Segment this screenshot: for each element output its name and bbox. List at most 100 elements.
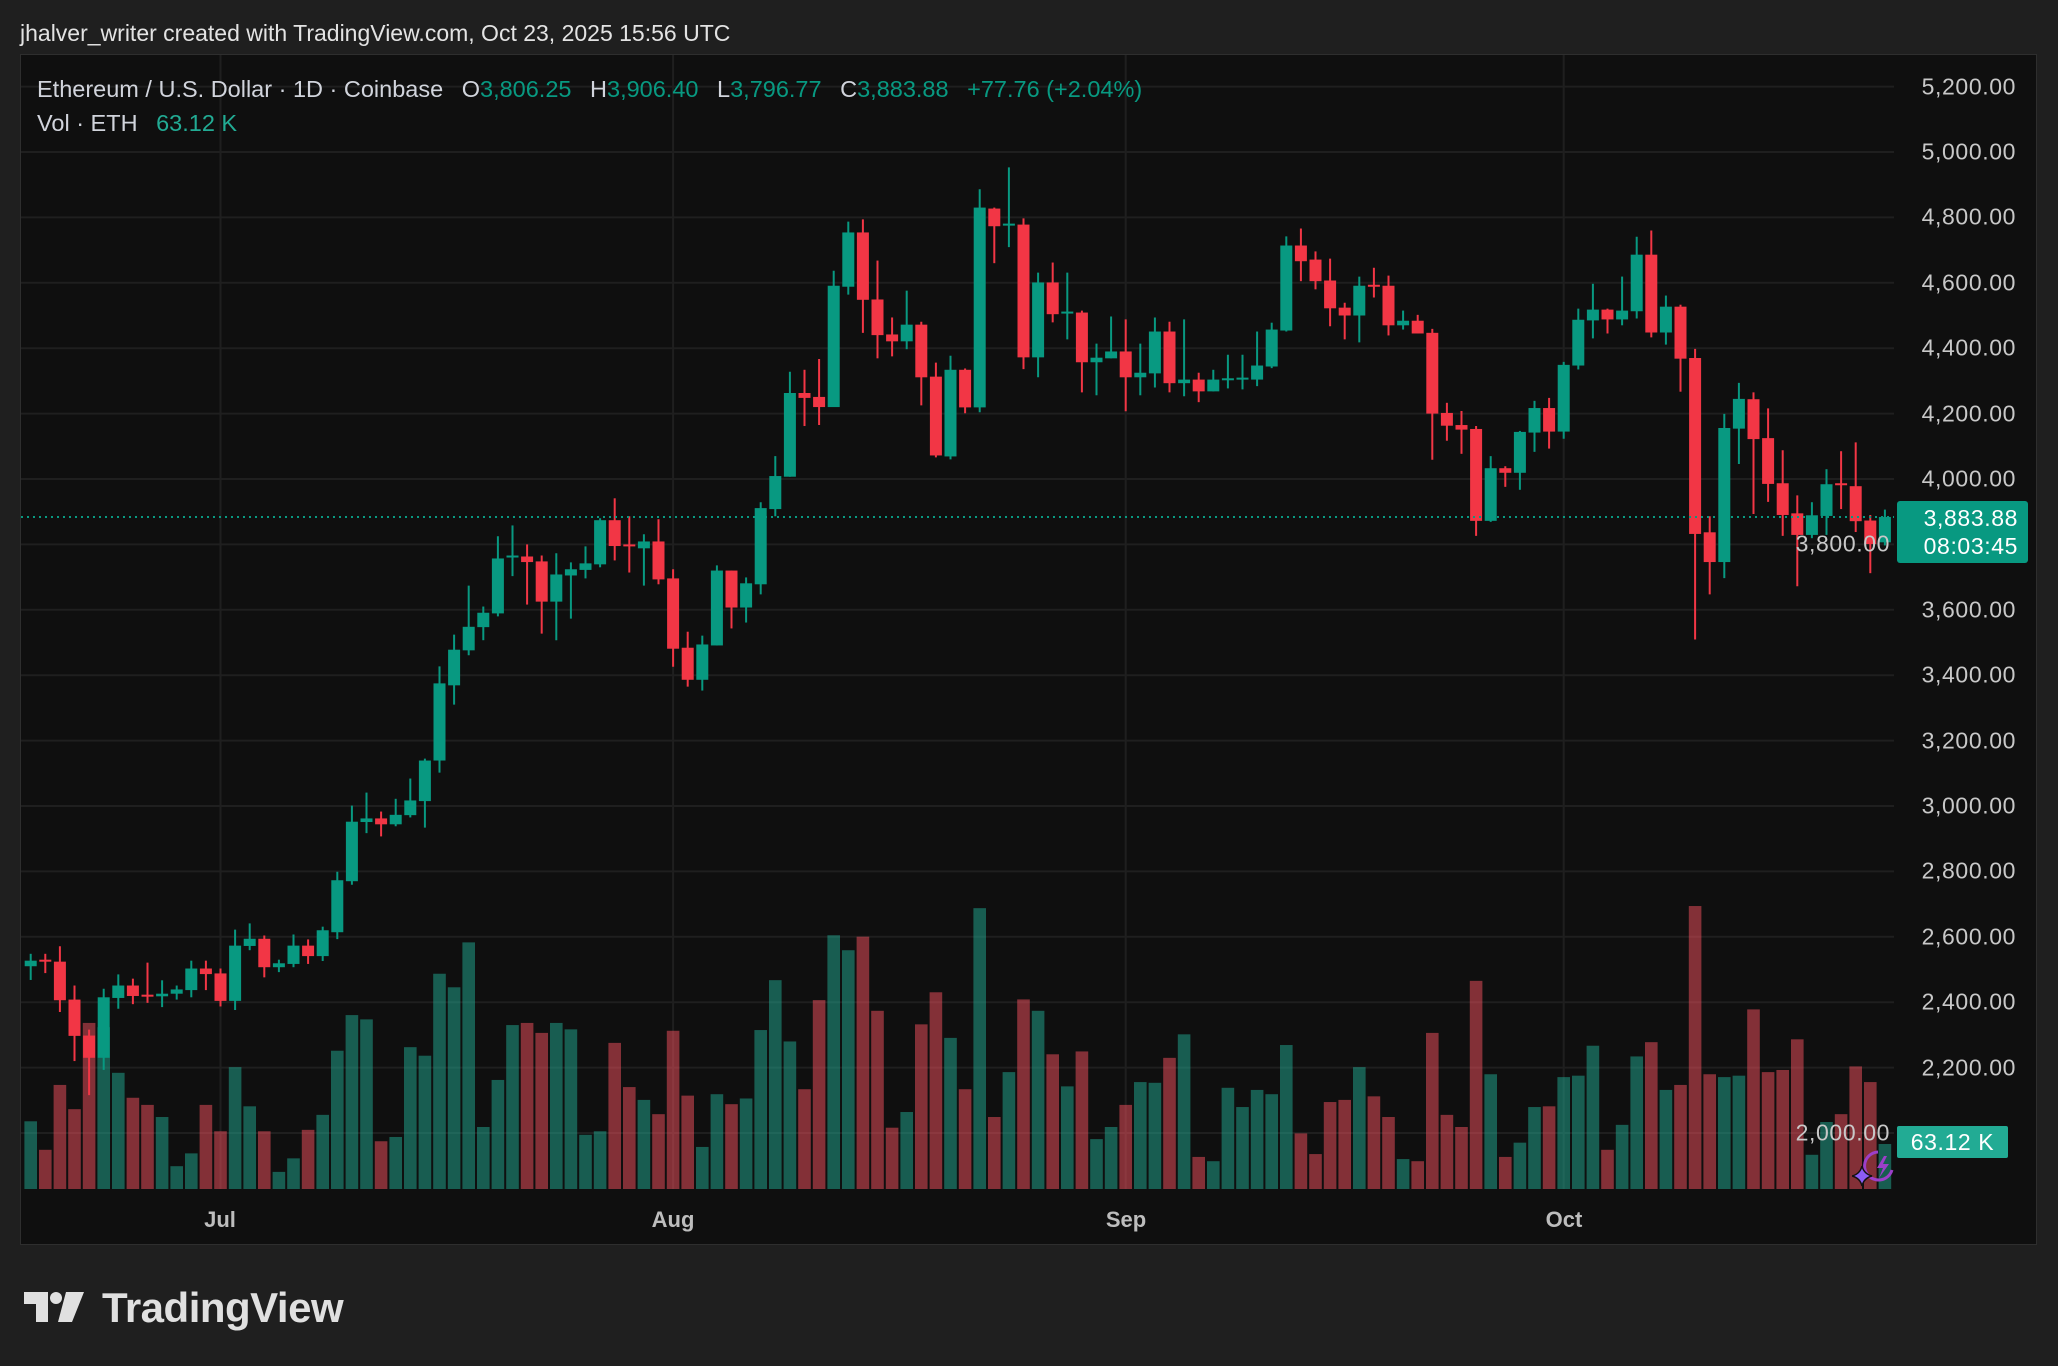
volume-bar bbox=[1177, 1034, 1191, 1189]
volume-bar bbox=[126, 1097, 140, 1189]
candle-body bbox=[214, 973, 227, 1001]
volume-bar bbox=[1484, 1074, 1497, 1189]
candle-body bbox=[126, 985, 139, 996]
volume-bar bbox=[243, 1106, 256, 1189]
candle-body bbox=[1411, 320, 1424, 334]
volume-bar bbox=[1761, 1072, 1775, 1189]
candle-body bbox=[1455, 425, 1468, 430]
volume-bar bbox=[360, 1019, 373, 1189]
volume-bar bbox=[681, 1095, 694, 1189]
candle-body bbox=[1659, 306, 1672, 333]
volume-bar bbox=[783, 1041, 797, 1189]
candle-body bbox=[1265, 329, 1278, 367]
candle-body bbox=[229, 945, 242, 1001]
candle-body bbox=[1017, 224, 1030, 358]
candle-body bbox=[448, 649, 461, 686]
candle-body bbox=[506, 555, 519, 558]
volume-bar bbox=[1236, 1107, 1249, 1189]
volume-bar bbox=[1601, 1149, 1614, 1189]
candle-body bbox=[988, 208, 1001, 227]
volume-bar bbox=[1499, 1156, 1512, 1189]
candle-body bbox=[1324, 280, 1337, 309]
logo-wordmark: TradingView bbox=[102, 1284, 344, 1331]
volume-bar bbox=[345, 1015, 359, 1189]
volume-bar bbox=[1265, 1094, 1278, 1189]
candle-body bbox=[798, 392, 811, 398]
candle-body bbox=[1849, 486, 1862, 522]
candle-body bbox=[1470, 428, 1483, 521]
candle-body bbox=[1572, 319, 1585, 366]
volume-bar bbox=[958, 1089, 972, 1189]
volume-label[interactable]: Vol · ETH bbox=[37, 110, 138, 136]
candle-body bbox=[1338, 307, 1351, 316]
candle-body bbox=[1586, 309, 1599, 321]
volume-bar bbox=[1455, 1126, 1468, 1189]
volume-bar bbox=[1659, 1089, 1673, 1189]
price-series bbox=[24, 167, 1891, 1096]
candle-body bbox=[1616, 310, 1629, 320]
symbol-description[interactable]: Ethereum / U.S. Dollar · 1D · Coinbase bbox=[37, 76, 444, 102]
volume-bar bbox=[1061, 1086, 1074, 1189]
candle-body bbox=[740, 583, 753, 608]
volume-bar bbox=[287, 1158, 300, 1189]
candle-body bbox=[1148, 331, 1161, 374]
candle-body bbox=[1382, 285, 1395, 326]
volume-bar bbox=[1294, 1133, 1308, 1189]
price-tick-label: 4,800.00 bbox=[1921, 203, 2016, 230]
ai-assistant-icon[interactable] bbox=[1852, 1140, 1896, 1188]
volume-bar bbox=[900, 1112, 913, 1189]
volume-bar bbox=[1134, 1082, 1147, 1189]
price-tick-label: 4,200.00 bbox=[1921, 400, 2016, 427]
volume-bar bbox=[170, 1166, 183, 1189]
volume-bar bbox=[1732, 1075, 1746, 1189]
candle-body bbox=[1251, 365, 1264, 380]
candle-body bbox=[725, 570, 738, 608]
volume-bar bbox=[272, 1171, 286, 1189]
volume-bar bbox=[1791, 1039, 1804, 1189]
price-tick-label: 5,000.00 bbox=[1921, 138, 2016, 165]
candle-body bbox=[900, 324, 913, 342]
candle-body bbox=[1192, 379, 1205, 392]
tradingview-logo[interactable]: TradingView bbox=[24, 1284, 344, 1332]
candle-body bbox=[637, 541, 650, 549]
volume-bar bbox=[258, 1131, 271, 1189]
candle-body bbox=[287, 945, 300, 964]
volume-bar bbox=[491, 1079, 505, 1189]
candle-body bbox=[1353, 285, 1366, 316]
volume-bar bbox=[1703, 1074, 1716, 1189]
candle-body bbox=[170, 989, 183, 994]
candle-body bbox=[1426, 332, 1439, 414]
volume-bar bbox=[112, 1072, 125, 1189]
candle-body bbox=[302, 945, 315, 957]
candle-body bbox=[1397, 320, 1410, 326]
volume-bar bbox=[637, 1099, 651, 1189]
candle-body bbox=[1002, 223, 1015, 226]
volume-bar bbox=[1528, 1107, 1541, 1189]
volume-bar bbox=[1207, 1161, 1220, 1189]
volume-bar bbox=[1542, 1106, 1556, 1189]
change-value: +77.76 (+2.04%) bbox=[967, 76, 1143, 102]
candle-body bbox=[1703, 532, 1716, 563]
candle-body bbox=[827, 285, 840, 408]
price-tick-label: 4,400.00 bbox=[1921, 334, 2016, 361]
volume-bar bbox=[929, 992, 943, 1189]
volume-bar bbox=[141, 1104, 154, 1189]
candle-body bbox=[316, 930, 329, 957]
volume-value: 63.12 K bbox=[156, 110, 238, 136]
open-label: O bbox=[461, 76, 480, 102]
candle-body bbox=[608, 520, 621, 547]
volume-bar bbox=[1280, 1045, 1293, 1189]
candle-body bbox=[404, 800, 417, 816]
volume-bar bbox=[1440, 1114, 1454, 1189]
candle-body bbox=[1119, 351, 1132, 378]
volume-bar bbox=[1090, 1139, 1103, 1189]
candle-body bbox=[521, 556, 534, 563]
volume-bar bbox=[915, 1024, 928, 1189]
candle-body bbox=[842, 232, 855, 287]
candle-body bbox=[1221, 378, 1234, 381]
volume-bar bbox=[812, 1000, 826, 1189]
volume-bar bbox=[1353, 1067, 1366, 1189]
candle-body bbox=[1032, 282, 1045, 358]
volume-bar bbox=[973, 908, 986, 1189]
